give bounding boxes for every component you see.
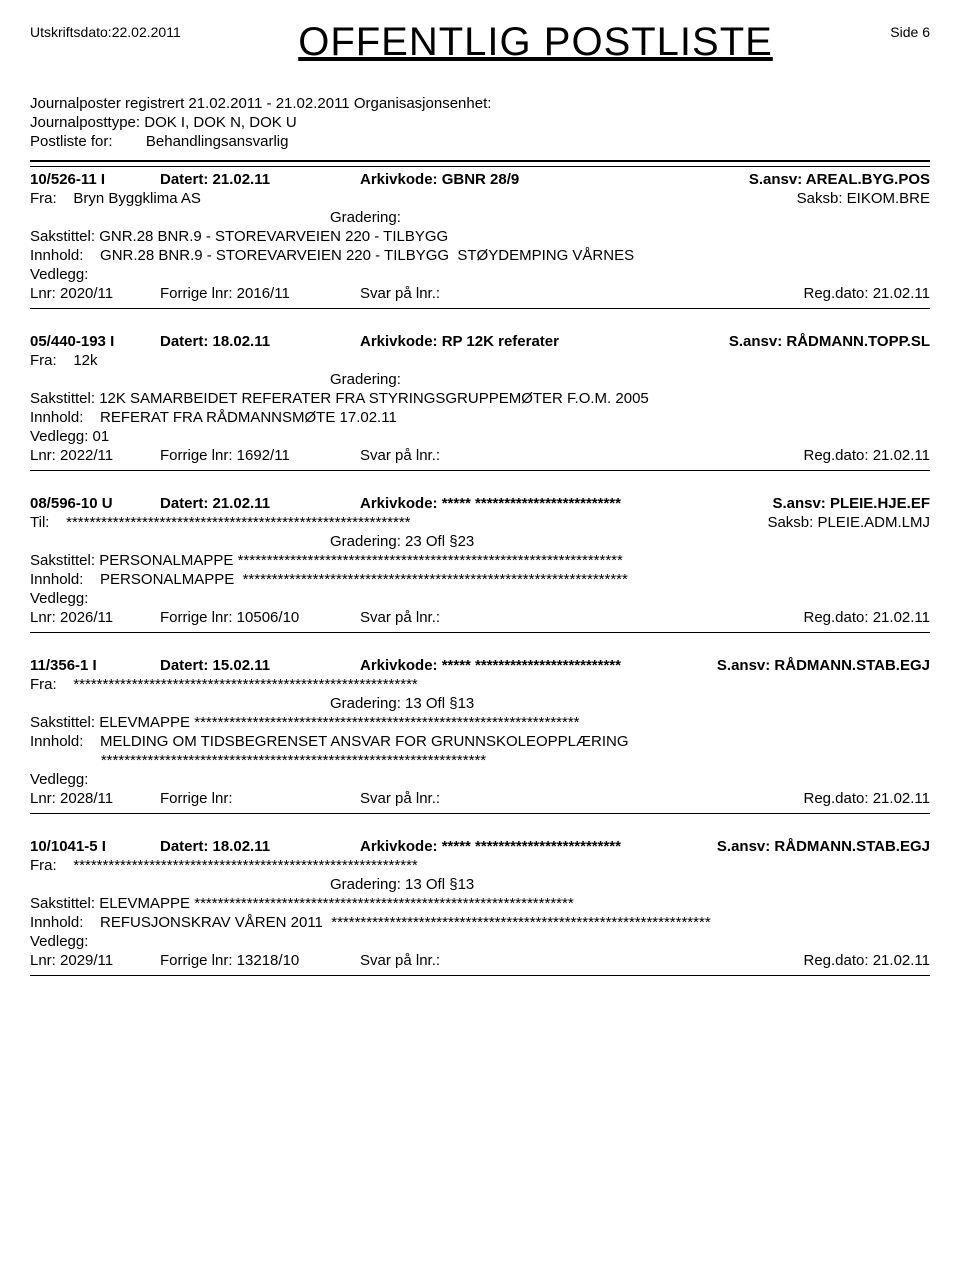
entry-id: 08/596-10 U: [30, 495, 160, 512]
entry-lnr: Lnr: 2026/11: [30, 609, 160, 626]
meta-registered: Journalposter registrert 21.02.2011 - 21…: [30, 95, 930, 112]
entry-archive-code: Arkivkode: RP 12K referater: [360, 333, 729, 350]
entry-sakstittel: Sakstittel: ELEVMAPPE ******************…: [30, 895, 930, 912]
journal-entry: 10/526-11 IDatert: 21.02.11Arkivkode: GB…: [30, 171, 930, 309]
entry-innhold: Innhold: REFUSJONSKRAV VÅREN 2011 ******…: [30, 914, 930, 931]
entry-innhold: Innhold: GNR.28 BNR.9 - STOREVARVEIEN 22…: [30, 247, 930, 264]
divider-thin: [30, 166, 930, 167]
meta-post-type: Journalposttype: DOK I, DOK N, DOK U: [30, 114, 930, 131]
entry-gradering: Gradering: 13 Ofl §13: [330, 695, 930, 712]
entry-date: Datert: 21.02.11: [160, 495, 360, 512]
entry-forrige-lnr: Forrige lnr: 10506/10: [160, 609, 360, 626]
entry-divider: [30, 975, 930, 976]
entry-from: Til: ***********************************…: [30, 514, 750, 531]
entry-gradering: Gradering:: [330, 209, 930, 226]
entry-lnr: Lnr: 2022/11: [30, 447, 160, 464]
entry-archive-code: Arkivkode: ***** ***********************…: [360, 838, 717, 855]
page-header: Utskriftsdato:22.02.2011 OFFENTLIG POSTL…: [30, 20, 930, 65]
entry-svar: Svar på lnr.:: [360, 952, 750, 969]
entry-regdato: Reg.dato: 21.02.11: [750, 790, 930, 807]
entry-divider: [30, 813, 930, 814]
entry-sansv: S.ansv: RÅDMANN.STAB.EGJ: [717, 838, 930, 855]
journal-entry: 11/356-1 IDatert: 15.02.11Arkivkode: ***…: [30, 657, 930, 814]
entry-gradering: Gradering:: [330, 371, 930, 388]
meta-postliste-for: Postliste for: Behandlingsansvarlig: [30, 133, 930, 150]
entry-svar: Svar på lnr.:: [360, 609, 750, 626]
entry-regdato: Reg.dato: 21.02.11: [750, 952, 930, 969]
journal-entry: 05/440-193 IDatert: 18.02.11Arkivkode: R…: [30, 333, 930, 471]
entry-forrige-lnr: Forrige lnr:: [160, 790, 360, 807]
entry-archive-code: Arkivkode: GBNR 28/9: [360, 171, 730, 188]
entry-forrige-lnr: Forrige lnr: 1692/11: [160, 447, 360, 464]
entry-divider: [30, 632, 930, 633]
meta-block: Journalposter registrert 21.02.2011 - 21…: [30, 95, 930, 150]
entry-from: Fra: 12k: [30, 352, 750, 369]
entry-date: Datert: 15.02.11: [160, 657, 360, 674]
entry-sakstittel: Sakstittel: GNR.28 BNR.9 - STOREVARVEIEN…: [30, 228, 930, 245]
entry-date: Datert: 18.02.11: [160, 838, 360, 855]
entry-lnr: Lnr: 2029/11: [30, 952, 160, 969]
entry-innhold: Innhold: PERSONALMAPPE *****************…: [30, 571, 930, 588]
entry-svar: Svar på lnr.:: [360, 447, 750, 464]
journal-entry: 10/1041-5 IDatert: 18.02.11Arkivkode: **…: [30, 838, 930, 976]
document-title: OFFENTLIG POSTLISTE: [191, 20, 881, 65]
entry-innhold: Innhold: MELDING OM TIDSBEGRENSET ANSVAR…: [30, 733, 930, 750]
entry-svar: Svar på lnr.:: [360, 790, 750, 807]
entry-vedlegg: Vedlegg:: [30, 933, 930, 950]
entry-regdato: Reg.dato: 21.02.11: [750, 609, 930, 626]
entry-vedlegg: Vedlegg:: [30, 266, 930, 283]
entry-from: Fra: ***********************************…: [30, 857, 750, 874]
entry-innhold-cont: ****************************************…: [30, 752, 930, 769]
entry-forrige-lnr: Forrige lnr: 13218/10: [160, 952, 360, 969]
divider-thick: [30, 160, 930, 162]
entry-id: 10/526-11 I: [30, 171, 160, 188]
entry-saksb: [750, 352, 930, 369]
entry-sansv: S.ansv: PLEIE.HJE.EF: [730, 495, 930, 512]
entry-svar: Svar på lnr.:: [360, 285, 750, 302]
entry-innhold: Innhold: REFERAT FRA RÅDMANNSMØTE 17.02.…: [30, 409, 930, 426]
entry-from: Fra: Bryn Byggklima AS: [30, 190, 750, 207]
entry-sakstittel: Sakstittel: PERSONALMAPPE **************…: [30, 552, 930, 569]
entry-date: Datert: 18.02.11: [160, 333, 360, 350]
entry-sakstittel: Sakstittel: ELEVMAPPE ******************…: [30, 714, 930, 731]
entry-regdato: Reg.dato: 21.02.11: [750, 447, 930, 464]
entry-vedlegg: Vedlegg: 01: [30, 428, 930, 445]
entry-gradering: Gradering: 23 Ofl §23: [330, 533, 930, 550]
entry-forrige-lnr: Forrige lnr: 2016/11: [160, 285, 360, 302]
entry-id: 05/440-193 I: [30, 333, 160, 350]
entry-id: 11/356-1 I: [30, 657, 160, 674]
entry-lnr: Lnr: 2020/11: [30, 285, 160, 302]
journal-entry: 08/596-10 UDatert: 21.02.11Arkivkode: **…: [30, 495, 930, 633]
entry-vedlegg: Vedlegg:: [30, 771, 930, 788]
entry-divider: [30, 470, 930, 471]
print-date: Utskriftsdato:22.02.2011: [30, 20, 181, 40]
entry-gradering: Gradering: 13 Ofl §13: [330, 876, 930, 893]
entry-divider: [30, 308, 930, 309]
entry-saksb: Saksb: PLEIE.ADM.LMJ: [750, 514, 930, 531]
entry-date: Datert: 21.02.11: [160, 171, 360, 188]
entry-sakstittel: Sakstittel: 12K SAMARBEIDET REFERATER FR…: [30, 390, 930, 407]
entry-regdato: Reg.dato: 21.02.11: [750, 285, 930, 302]
entry-saksb: Saksb: EIKOM.BRE: [750, 190, 930, 207]
entry-archive-code: Arkivkode: ***** ***********************…: [360, 495, 730, 512]
entry-saksb: [750, 676, 930, 693]
entry-lnr: Lnr: 2028/11: [30, 790, 160, 807]
entry-id: 10/1041-5 I: [30, 838, 160, 855]
entry-sansv: S.ansv: RÅDMANN.TOPP.SL: [729, 333, 930, 350]
entry-from: Fra: ***********************************…: [30, 676, 750, 693]
page-number: Side 6: [890, 20, 930, 40]
entry-saksb: [750, 857, 930, 874]
entry-vedlegg: Vedlegg:: [30, 590, 930, 607]
entry-archive-code: Arkivkode: ***** ***********************…: [360, 657, 717, 674]
entry-sansv: S.ansv: AREAL.BYG.POS: [730, 171, 930, 188]
entry-sansv: S.ansv: RÅDMANN.STAB.EGJ: [717, 657, 930, 674]
